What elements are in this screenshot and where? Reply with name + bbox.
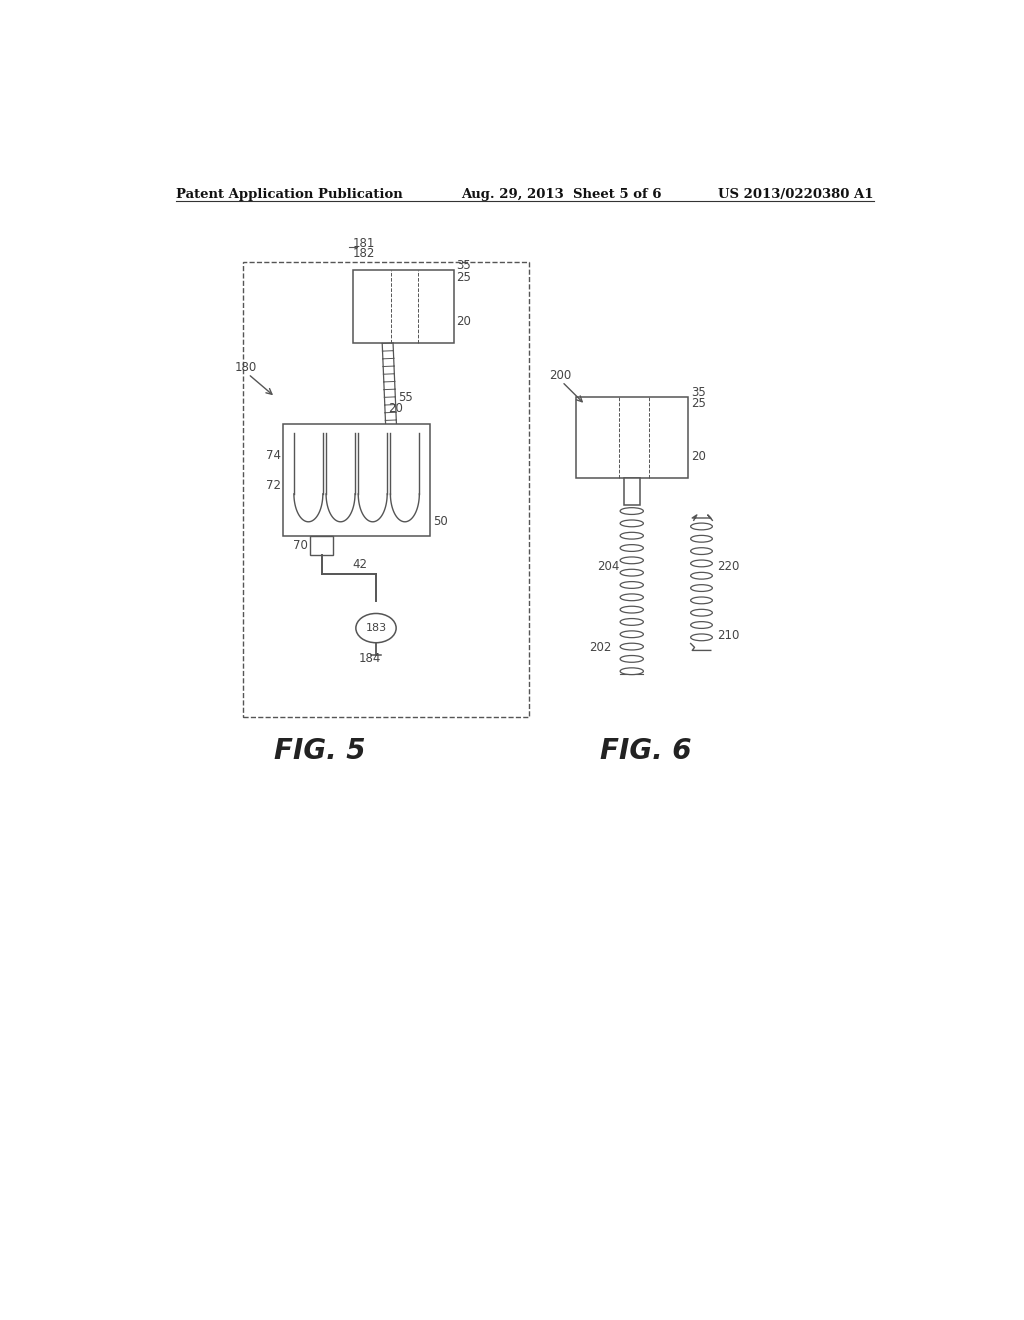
- Text: Aug. 29, 2013  Sheet 5 of 6: Aug. 29, 2013 Sheet 5 of 6: [461, 187, 662, 201]
- Text: 74: 74: [266, 449, 281, 462]
- Text: US 2013/0220380 A1: US 2013/0220380 A1: [718, 187, 873, 201]
- Ellipse shape: [621, 508, 643, 515]
- Text: 35: 35: [691, 385, 707, 399]
- Ellipse shape: [621, 520, 643, 527]
- Ellipse shape: [690, 523, 713, 529]
- Ellipse shape: [621, 668, 643, 675]
- Text: 42: 42: [352, 557, 368, 570]
- Text: 220: 220: [717, 560, 739, 573]
- Text: 50: 50: [433, 515, 449, 528]
- Bar: [310, 536, 334, 554]
- Text: 210: 210: [717, 630, 739, 643]
- Text: 35: 35: [457, 259, 471, 272]
- Text: 25: 25: [457, 271, 471, 284]
- Text: 202: 202: [589, 640, 611, 653]
- Text: 182: 182: [352, 247, 375, 260]
- Ellipse shape: [356, 614, 396, 643]
- Ellipse shape: [621, 557, 643, 564]
- Ellipse shape: [621, 545, 643, 552]
- Ellipse shape: [690, 622, 713, 628]
- Ellipse shape: [621, 606, 643, 612]
- Bar: [352, 271, 454, 343]
- Ellipse shape: [690, 610, 713, 616]
- Text: 204: 204: [597, 560, 620, 573]
- Ellipse shape: [621, 594, 643, 601]
- Text: 181: 181: [352, 236, 375, 249]
- Text: 20: 20: [691, 450, 707, 463]
- Text: 184: 184: [359, 652, 381, 665]
- Bar: [575, 397, 688, 478]
- Ellipse shape: [690, 548, 713, 554]
- Ellipse shape: [690, 560, 713, 566]
- Ellipse shape: [621, 569, 643, 576]
- Ellipse shape: [690, 634, 713, 640]
- Bar: [243, 263, 529, 717]
- Ellipse shape: [621, 619, 643, 626]
- Ellipse shape: [621, 582, 643, 589]
- Bar: [624, 478, 640, 506]
- Text: 183: 183: [366, 623, 387, 634]
- Ellipse shape: [621, 656, 643, 663]
- Text: 70: 70: [293, 539, 308, 552]
- Text: 25: 25: [691, 397, 707, 409]
- Ellipse shape: [621, 631, 643, 638]
- Ellipse shape: [690, 536, 713, 543]
- Ellipse shape: [690, 585, 713, 591]
- Text: FIG. 6: FIG. 6: [600, 738, 691, 766]
- Bar: [283, 424, 430, 536]
- Text: 55: 55: [397, 391, 413, 404]
- Ellipse shape: [690, 573, 713, 579]
- Text: 72: 72: [266, 479, 281, 492]
- Text: 20: 20: [457, 315, 471, 329]
- Ellipse shape: [690, 597, 713, 603]
- Ellipse shape: [621, 643, 643, 649]
- Text: 20: 20: [388, 403, 403, 416]
- Ellipse shape: [621, 532, 643, 539]
- Text: FIG. 5: FIG. 5: [274, 738, 366, 766]
- Text: 180: 180: [234, 362, 257, 375]
- Text: 200: 200: [549, 370, 571, 381]
- Text: Patent Application Publication: Patent Application Publication: [176, 187, 402, 201]
